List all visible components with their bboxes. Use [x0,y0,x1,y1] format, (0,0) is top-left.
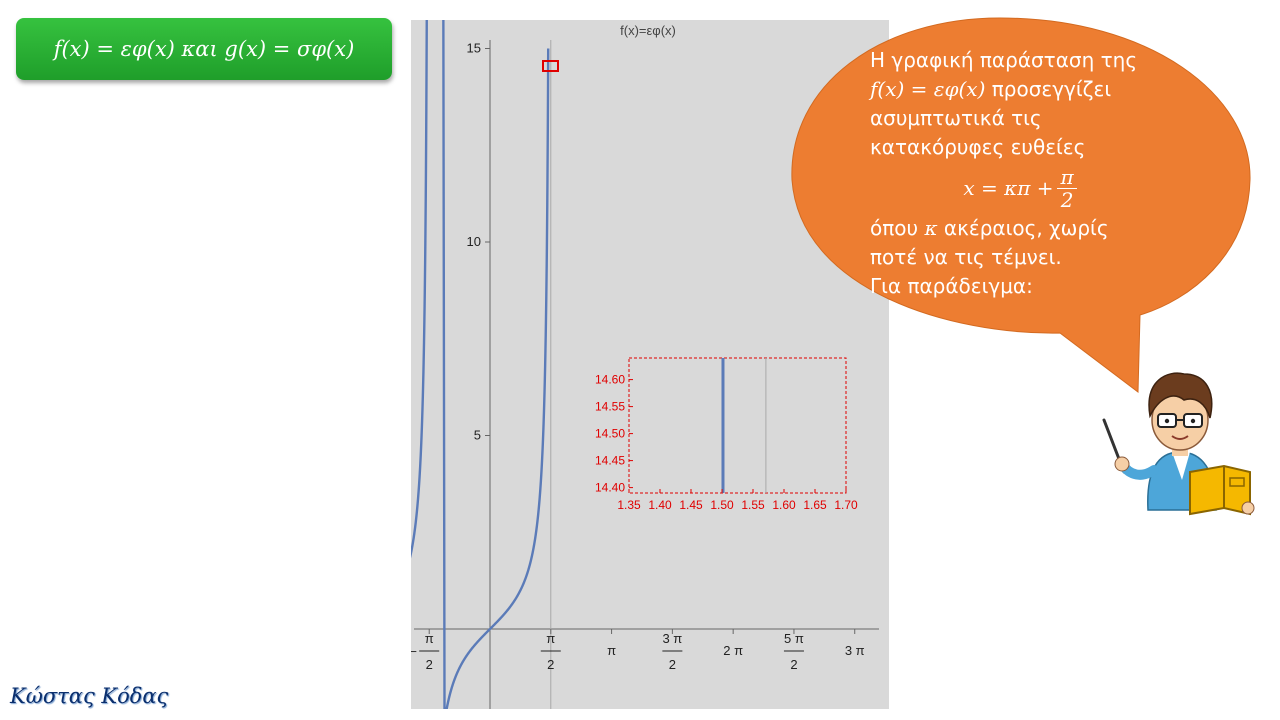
slide-title: f(x) = εφ(x) και g(x) = σφ(x) [53,37,355,61]
bubble-line-3: ασυμπτωτικά τις [870,106,1042,130]
inset-x-tick-label: 1.70 [834,498,858,512]
bubble-line-2: f(x) = εφ(x) προσεγγίζει [870,75,1170,104]
inset-y-tick-label: 14.60 [595,373,625,387]
formula-numerator: π [1057,166,1077,189]
inset-x-tick-label: 1.65 [803,498,827,512]
bubble-math-k: κ [924,216,938,240]
bubble-line-6: όπου κ ακέραιος, χωρίς [870,214,1170,243]
formula-left: x = κπ + [963,175,1054,200]
x-tick-denominator: 2 [426,657,433,672]
y-tick-label: 10 [467,234,481,249]
x-tick-label: 2 π [723,643,743,658]
y-tick-label: 15 [467,41,481,56]
y-tick-label: 5 [474,428,481,443]
inset-y-tick-label: 14.55 [595,400,625,414]
bubble-line-6-post: ακέραιος, χωρίς [937,216,1109,240]
inset-x-tick-label: 1.45 [679,498,703,512]
bubble-line-2-text: προσεγγίζει [985,77,1112,101]
inset-x-tick-label: 1.40 [648,498,672,512]
inset-y-tick-label: 14.50 [595,427,625,441]
teacher-illustration-icon [1102,372,1255,516]
x-tick-label: 3 π [845,643,865,658]
tan-curve [411,20,550,709]
x-tick-denominator: 2 [790,657,797,672]
inset-y-tick-label: 14.40 [595,481,625,495]
inset-x-tick-label: 1.50 [710,498,734,512]
x-tick-denominator: 2 [669,657,676,672]
bubble-line-4: κατακόρυφες ευθείες [870,135,1086,159]
chart-title: f(x)=εφ(x) [620,23,676,38]
bubble-line-6-pre: όπου [870,216,925,240]
formula-denominator: 2 [1060,187,1074,212]
bubble-line-8: Για παράδειγμα: [870,274,1033,298]
bubble-line-7: ποτέ να τις τέμνει. [870,245,1062,269]
x-tick-numerator: π [425,631,434,646]
formula-fraction: π 2 [1057,166,1077,212]
inset-y-tick-label: 14.45 [595,454,625,468]
inset-frame [628,357,847,494]
inset-x-tick-label: 1.60 [772,498,796,512]
x-tick-label: π [607,643,616,658]
x-tick-denominator: 2 [547,657,554,672]
bubble-text: Η γραφική παράσταση της f(x) = εφ(x) προ… [870,46,1170,301]
inset-x-tick-label: 1.55 [741,498,765,512]
x-tick-sign: − [411,644,417,659]
inset-x-tick-label: 1.35 [617,498,641,512]
bubble-math-f: f(x) = εφ(x) [870,77,986,101]
author-signature: Κώστας Κόδας [10,684,169,708]
zoom-marker [542,60,559,72]
asymptote-formula: x = κπ + π 2 [870,162,1170,214]
x-tick-numerator: 5 π [784,631,804,646]
x-tick-numerator: 3 π [662,631,682,646]
slide-title-box: f(x) = εφ(x) και g(x) = σφ(x) [16,18,392,80]
bubble-line-1: Η γραφική παράσταση της [870,48,1138,72]
x-tick-numerator: π [546,631,555,646]
